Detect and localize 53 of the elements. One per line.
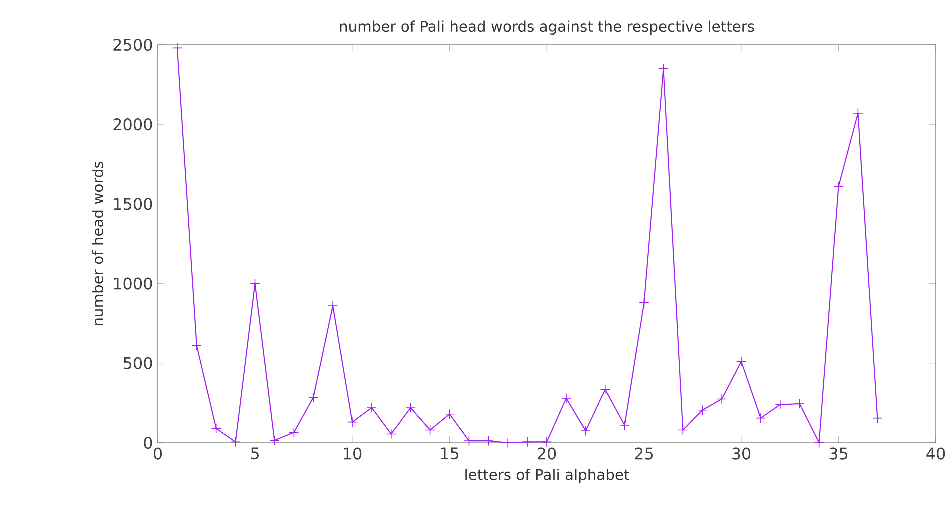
- y-tick-label: 1000: [114, 278, 152, 290]
- point: [658, 64, 669, 74]
- y-tick-label: 2500: [114, 38, 152, 52]
- point: [522, 437, 533, 448]
- point: [716, 394, 728, 404]
- x-tick-label: 0: [154, 448, 162, 460]
- x-tick-label: 10: [344, 448, 362, 460]
- x-tick-label: 30: [732, 448, 751, 460]
- point: [444, 409, 455, 420]
- x-axis-title: letters of Pali alphabet: [466, 468, 630, 484]
- point: [386, 429, 396, 440]
- point: [230, 437, 241, 448]
- y-axis-title: number of head words: [92, 162, 104, 326]
- point: [678, 425, 688, 436]
- x-tick-label: 20: [538, 448, 556, 460]
- point: [192, 340, 202, 351]
- point: [211, 424, 222, 434]
- point: [425, 425, 436, 436]
- point: [366, 402, 378, 414]
- point: [872, 413, 883, 424]
- point: [775, 400, 786, 410]
- point: [834, 182, 844, 192]
- point: [270, 436, 280, 446]
- point: [308, 392, 319, 403]
- point: [561, 393, 572, 404]
- point: [328, 301, 338, 312]
- point: [736, 356, 747, 367]
- point: [639, 298, 650, 308]
- point: [580, 426, 591, 436]
- point: [756, 413, 766, 424]
- y-tick-label: 500: [124, 357, 152, 370]
- point: [289, 428, 300, 438]
- x-tick-label: 15: [441, 448, 459, 460]
- x-tick-label: 40: [926, 448, 946, 460]
- point: [698, 405, 708, 416]
- point: [172, 43, 183, 54]
- point: [620, 420, 630, 431]
- point: [406, 402, 416, 414]
- point: [250, 278, 260, 289]
- y-tick-label: 1500: [114, 198, 152, 210]
- point: [794, 398, 805, 410]
- point: [600, 384, 610, 395]
- point: [503, 438, 514, 448]
- point: [814, 438, 824, 448]
- point: [542, 437, 552, 448]
- y-tick-label: 0: [144, 436, 152, 450]
- chart-title: number of Pali head words against the respective letters: [340, 20, 754, 35]
- y-tick-label: 2000: [114, 118, 152, 131]
- point: [853, 108, 864, 119]
- point: [347, 417, 358, 428]
- x-tick-label: 35: [830, 448, 848, 460]
- x-tick-label: 5: [251, 448, 259, 460]
- x-tick-label: 25: [635, 448, 654, 460]
